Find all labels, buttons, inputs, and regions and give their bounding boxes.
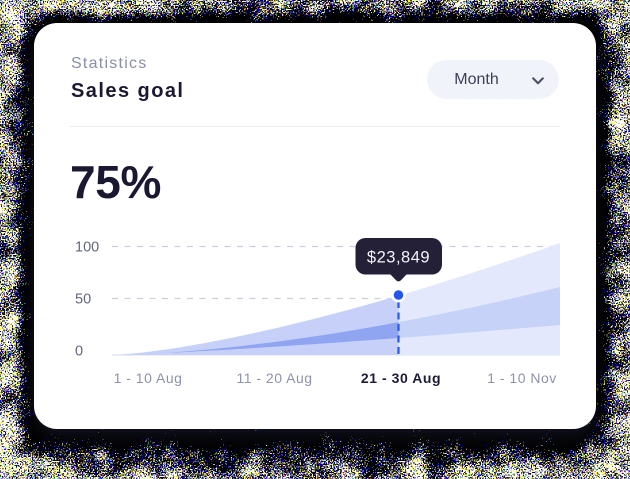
- svg-text:$23,849: $23,849: [367, 248, 430, 266]
- svg-text:11 - 20 Aug: 11 - 20 Aug: [236, 370, 312, 386]
- svg-text:50: 50: [75, 292, 91, 308]
- svg-text:0: 0: [75, 344, 83, 360]
- svg-text:21 - 30 Aug: 21 - 30 Aug: [361, 370, 441, 386]
- svg-text:1 - 10 Nov: 1 - 10 Nov: [487, 370, 557, 386]
- svg-text:1 - 10 Aug: 1 - 10 Aug: [114, 370, 183, 386]
- svg-text:100: 100: [75, 240, 99, 256]
